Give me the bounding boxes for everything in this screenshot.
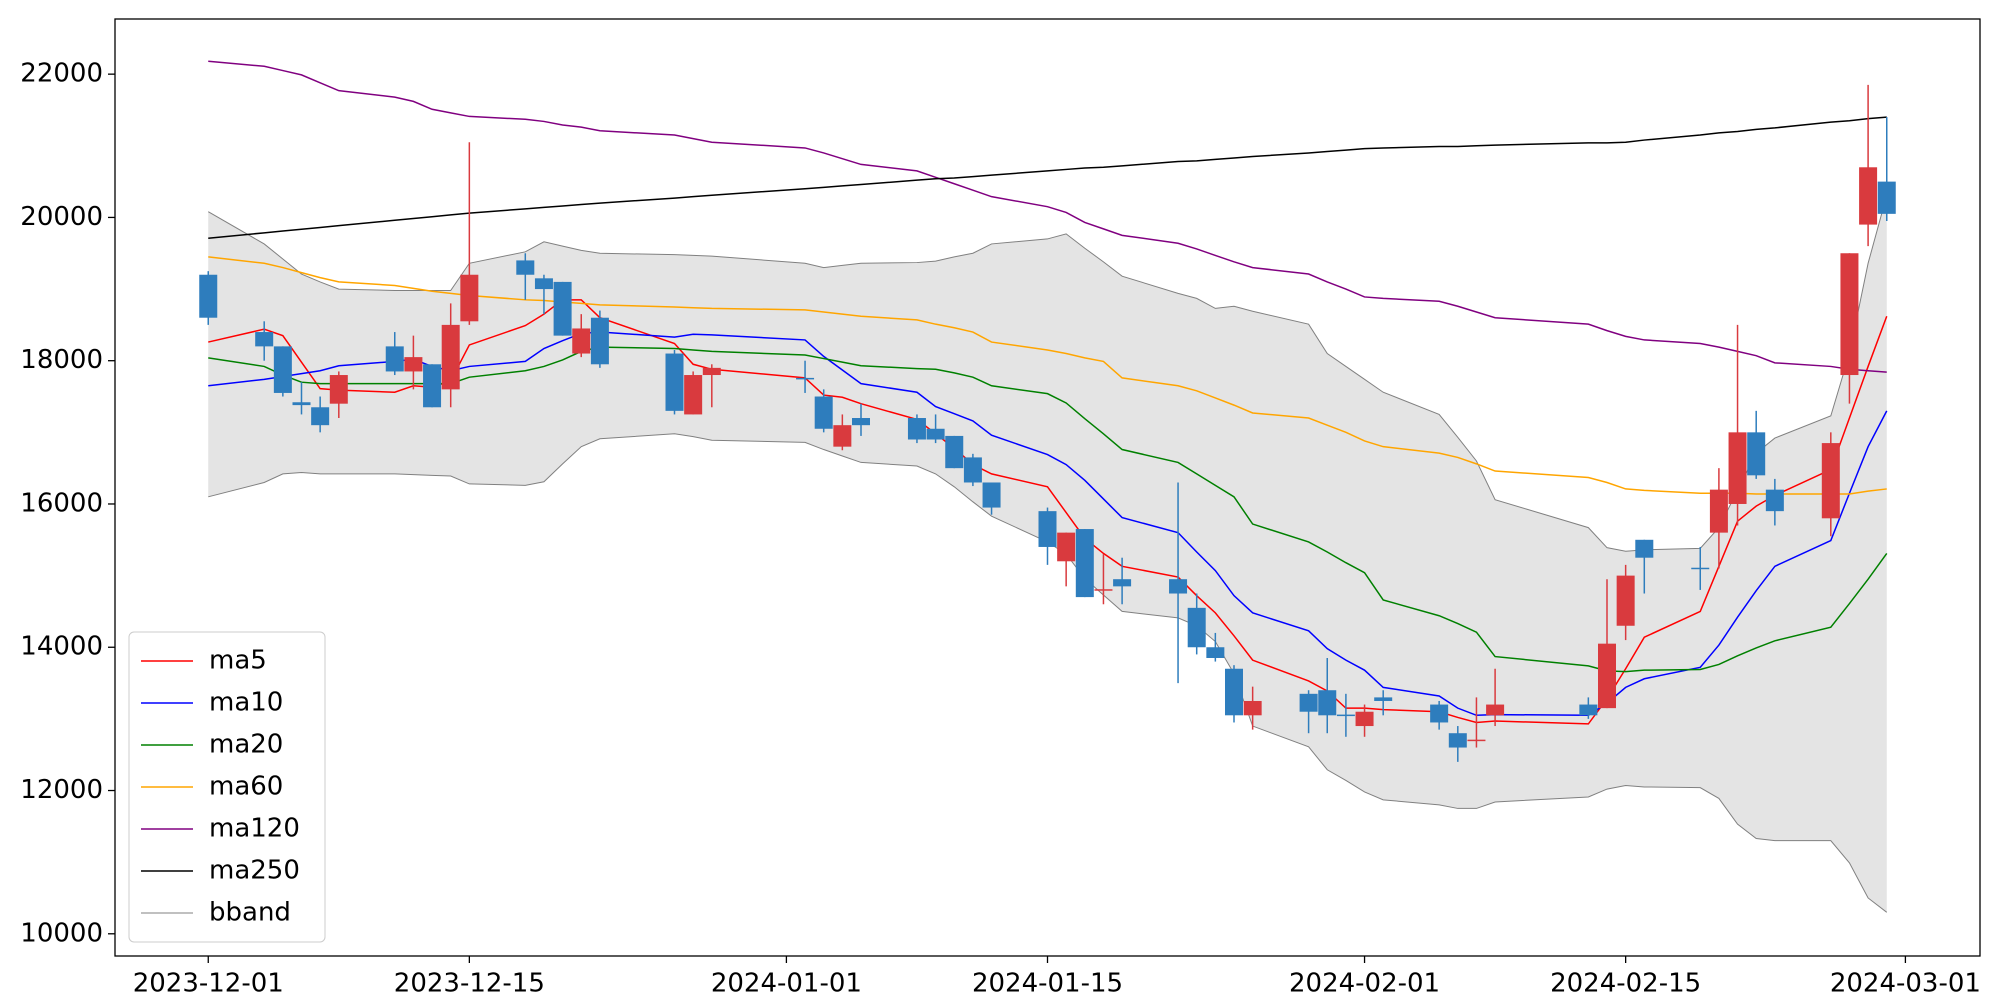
candle-body [1075,529,1094,598]
candle-body [572,328,591,354]
candle-body [926,428,945,440]
ma-line [208,331,1888,717]
legend-label: ma10 [209,688,283,718]
candle-body [1225,668,1243,716]
legend-box [128,631,326,943]
candle-body [553,281,572,336]
candle-body [1038,511,1057,547]
candle-body [534,278,553,290]
band-lower [208,433,1888,913]
candle-body [404,357,423,372]
candle-body [1318,690,1337,716]
candle-body [684,375,703,415]
candle-body [907,418,926,440]
candle-body [1691,567,1710,570]
candle-body [1355,711,1374,727]
x-tick-label: 2023-12-01 [133,969,284,999]
candle-body [982,482,1001,508]
y-tick-label: 16000 [20,488,103,518]
candle-body [1765,489,1784,512]
candle-body [329,375,348,404]
y-tick-label: 22000 [20,59,103,89]
candle-body [516,260,535,275]
candle-body [590,317,609,365]
y-tick-label: 10000 [20,918,103,948]
candle-body [460,274,479,322]
band-area [208,195,1887,913]
x-tick-label: 2023-12-15 [394,969,545,999]
legend-label: ma20 [209,730,283,760]
ma-line [208,299,1888,725]
candle-body [441,324,460,390]
candle-body [423,364,442,408]
candle-body [1113,579,1132,587]
candle-body [665,353,684,411]
x-tick-label: 2024-03-01 [1830,969,1981,999]
candle-body [1206,647,1225,658]
x-tick-label: 2024-01-01 [711,969,862,999]
candle-body [199,274,218,318]
y-tick-label: 20000 [20,202,103,232]
candle-body [1635,539,1654,558]
candle-body [1299,693,1318,712]
y-tick-label: 18000 [20,345,103,375]
candle-body [311,407,330,426]
candle-body [1448,733,1467,748]
candle-body [796,377,815,380]
candle-body [1598,643,1616,709]
legend-label: ma120 [209,814,300,844]
ma-line [208,60,1887,373]
candle-body [1187,607,1206,648]
candle-body [385,346,404,372]
candle-body [1467,739,1486,742]
candle-body [1094,589,1113,591]
candle-body [1821,443,1840,519]
candle-body [1859,167,1878,225]
plot-area [199,60,1896,913]
candle-body [292,402,311,406]
x-tick-label: 2024-02-01 [1289,969,1440,999]
candle-body [1747,432,1766,476]
candle-body [1616,575,1635,626]
candle-body [945,435,964,469]
legend-label: ma250 [209,856,300,886]
candle-body [1840,253,1859,376]
candle-body [1877,181,1896,214]
candle-body [1243,700,1262,716]
candle-body [1430,704,1449,723]
x-tick-label: 2024-02-15 [1550,969,1701,999]
y-tick-label: 14000 [20,632,103,662]
ma-line [208,346,1888,673]
candle-body [852,418,870,426]
candle-body [1579,704,1598,716]
candle-body [1169,579,1188,594]
candle-body [1728,432,1747,504]
candle-body [1374,697,1393,701]
legend-label: bband [209,898,291,928]
ma-line [208,116,1887,239]
candle-body [1057,532,1076,562]
y-tick-label: 12000 [20,775,103,805]
candle-body [1709,489,1728,533]
candle-body [273,346,292,393]
candle-body [833,425,852,447]
legend-label: ma60 [209,772,283,802]
candle-body [1486,704,1505,716]
candle-body [255,332,274,347]
candle-body [963,457,982,483]
legend: ma5 ma10 ma20 ma60 ma120 ma250 bband [128,631,326,943]
candle-body [814,396,833,429]
band-upper [208,195,1888,552]
candle-body [1336,714,1355,717]
x-tick-label: 2024-01-15 [972,969,1123,999]
legend-label: ma5 [209,646,267,676]
candle-body [702,367,721,376]
